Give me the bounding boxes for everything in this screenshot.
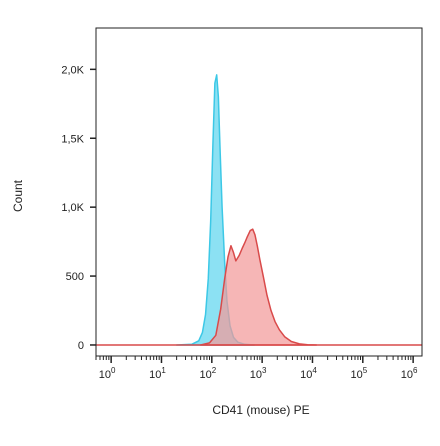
y-tick-label: 1,0K (61, 202, 84, 214)
x-tick-label-exponent: 1 (161, 366, 166, 375)
x-tick-label-base: 10 (149, 369, 161, 381)
y-tick-label: 2,0K (61, 64, 84, 76)
x-tick-label: 106 (401, 366, 418, 381)
x-tick-label-exponent: 3 (262, 366, 267, 375)
x-tick-label: 103 (250, 366, 267, 381)
x-tick-label-exponent: 5 (363, 366, 368, 375)
x-tick-label: 104 (300, 366, 317, 381)
x-tick-label-exponent: 0 (111, 366, 116, 375)
axes-layer (90, 27, 423, 363)
x-tick-label-base: 10 (300, 369, 312, 381)
x-tick-label-base: 10 (401, 369, 413, 381)
x-tick-label: 101 (149, 366, 166, 381)
x-tick-label-exponent: 4 (312, 366, 317, 375)
x-axis-title: CD41 (mouse) PE (212, 403, 309, 417)
y-axis-title: Count (11, 179, 25, 212)
x-tick-label-base: 10 (250, 369, 262, 381)
y-tick-label: 500 (66, 271, 84, 283)
x-tick-label-base: 10 (199, 369, 211, 381)
x-tick-label-base: 10 (350, 369, 362, 381)
plot-frame (95, 27, 423, 357)
y-tick-label: 0 (78, 340, 84, 352)
x-tick-label: 105 (350, 366, 367, 381)
series-layer (175, 74, 318, 346)
histogram-series-2 (199, 228, 318, 346)
x-tick-label: 100 (99, 366, 116, 381)
x-tick-label-exponent: 2 (212, 366, 217, 375)
x-tick-label-exponent: 6 (413, 366, 418, 375)
x-tick-label: 102 (199, 366, 216, 381)
y-tick-label: 1,5K (61, 133, 84, 145)
x-tick-label-base: 10 (99, 369, 111, 381)
